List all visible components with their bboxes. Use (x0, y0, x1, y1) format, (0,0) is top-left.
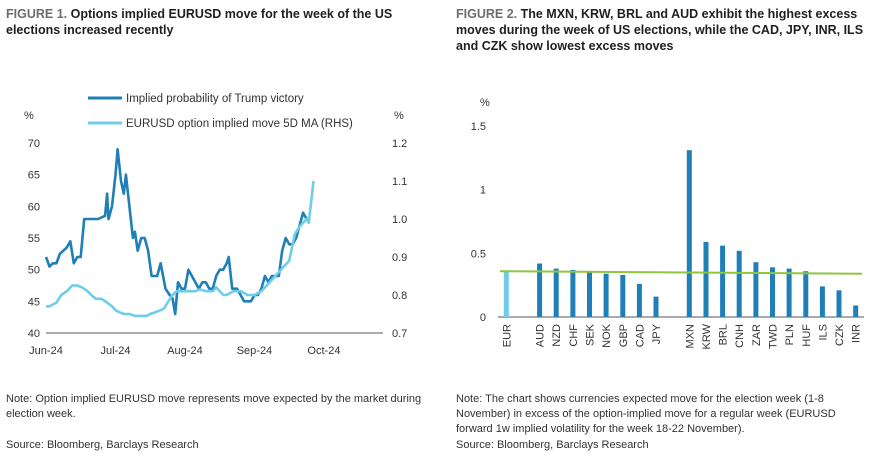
x-tick-label-aud: AUD (535, 324, 547, 347)
bar-mxn (686, 150, 692, 317)
x-tick-label-czk: CZK (834, 323, 846, 346)
bar-nok (603, 273, 609, 317)
bar-sek (587, 272, 592, 317)
right-tick-label: 1.0 (392, 214, 407, 226)
x-tick-label-chf: CHF (568, 324, 580, 347)
figure1-title-text: Options implied EURUSD move for the week… (6, 7, 393, 37)
x-tick-label-inr: INR (851, 324, 863, 343)
figure2-chart: % 0 0.5 1 1.5 EUR AUD NZD CHF SEK NOK GBP CAD JPY MXN K… (471, 97, 864, 349)
right-tick-label: 1.2 (392, 138, 407, 150)
bar-zar (753, 262, 759, 317)
x-tick-label-jpy: JPY (651, 323, 663, 344)
x-tick-label: Sep-24 (237, 345, 272, 357)
right-tick-label: 0.8 (392, 290, 407, 302)
bar-huf (803, 271, 809, 317)
figure1-title: FIGURE 1. Options implied EURUSD move fo… (6, 6, 426, 38)
x-tick-label-zar: ZAR (751, 324, 763, 346)
y-tick-label: 0.5 (471, 248, 486, 260)
figure1-chart: % % 40 45 50 55 60 65 70 0.7 0.8 0.9 1.0 1.1 1.2 Jun-24… (24, 93, 407, 357)
figure2-title: FIGURE 2. The MXN, KRW, BRL and AUD exhi… (456, 6, 874, 54)
bar-chf (570, 269, 576, 317)
x-tick-label-huf: HUF (801, 324, 813, 347)
y-tick-label: 1.5 (471, 121, 486, 133)
x-tick-label-cad: CAD (634, 324, 646, 347)
y-tick-label: 1 (480, 185, 486, 197)
figure1-label: FIGURE 1. (6, 7, 68, 21)
left-tick-label: 45 (28, 296, 40, 308)
bar-czk (836, 290, 842, 317)
x-tick-label-nzd: NZD (551, 324, 563, 347)
bar-pln (786, 268, 792, 317)
left-tick-label: 55 (28, 233, 40, 245)
x-tick-label: Jul-24 (101, 345, 131, 357)
x-tick-label: Oct-24 (307, 345, 340, 357)
right-tick-label: 0.9 (392, 252, 407, 264)
reference-line (499, 270, 863, 275)
bar-cad (636, 283, 642, 317)
left-tick-label: 50 (28, 265, 40, 277)
right-axis-unit: % (394, 110, 404, 122)
y-axis-unit: % (480, 97, 490, 109)
left-tick-label: 65 (28, 170, 40, 182)
x-tick-label-pln: PLN (784, 324, 796, 345)
x-tick-label-nok: NOK (601, 323, 613, 348)
figure2-note: Note: The chart shows currencies expecte… (456, 393, 836, 435)
x-tick-label-sek: SEK (585, 323, 597, 346)
figure2-source: Source: Bloomberg, Barclays Research (456, 439, 649, 451)
y-tick-label: 0 (480, 312, 486, 324)
x-tick-label-brl: BRL (718, 324, 730, 345)
left-tick-label: 40 (28, 328, 40, 340)
x-tick-label-cnh: CNH (734, 324, 746, 348)
x-tick-label-ils: ILS (817, 324, 829, 341)
x-tick-label-eur: EUR (501, 324, 513, 347)
x-tick-label-gbp: GBP (618, 324, 630, 347)
bar-brl (720, 245, 726, 317)
left-axis-unit: % (24, 110, 34, 122)
bar-gbp (620, 275, 626, 317)
figure1-note: Note: Option implied EURUSD move represe… (6, 393, 422, 420)
bar-jpy (653, 296, 659, 317)
left-tick-label: 70 (28, 138, 40, 150)
x-tick-label: Aug-24 (167, 345, 202, 357)
x-tick-label-twd: TWD (768, 324, 780, 349)
figure2-label: FIGURE 2. (456, 7, 518, 21)
bar-twd (770, 267, 775, 317)
bar-nzd (553, 268, 559, 317)
bar-eur (503, 271, 509, 317)
legend-label-2: EURUSD option implied move 5D MA (RHS) (126, 118, 353, 130)
figure1-source: Source: Bloomberg, Barclays Research (6, 439, 199, 451)
bar-cnh (736, 250, 742, 317)
x-tick-label-krw: KRW (701, 323, 713, 349)
legend-label-1: Implied probability of Trump victory (126, 93, 304, 105)
bar-aud (537, 263, 543, 317)
series-line-2 (46, 180, 315, 318)
bar-krw (703, 241, 709, 317)
x-tick-label: Jun-24 (29, 345, 63, 357)
right-tick-label: 1.1 (392, 176, 407, 188)
figure2-title-text: The MXN, KRW, BRL and AUD exhibit the hi… (456, 7, 864, 53)
left-tick-label: 60 (28, 201, 40, 213)
bar-inr (853, 305, 859, 317)
bar-ils (819, 286, 825, 317)
right-tick-label: 0.7 (392, 328, 407, 340)
x-tick-label-mxn: MXN (684, 324, 696, 349)
